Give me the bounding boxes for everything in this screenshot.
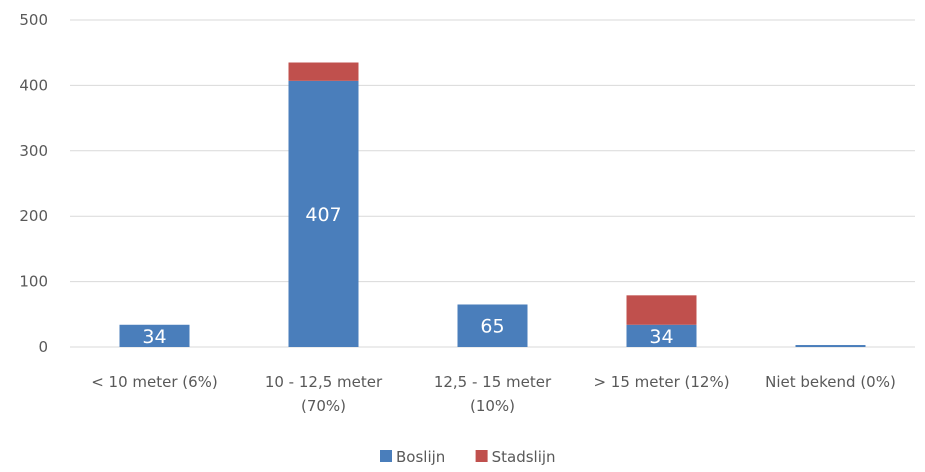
x-tick-label-2-1: (10%) bbox=[470, 397, 515, 415]
bar-boslijn-1 bbox=[288, 80, 359, 348]
bar-boslijn-3 bbox=[626, 324, 697, 347]
y-tick-label-200: 200 bbox=[19, 207, 48, 225]
x-tick-label-2-0: 12,5 - 15 meter bbox=[434, 373, 552, 391]
y-tick-label-100: 100 bbox=[19, 273, 48, 291]
y-tick-label-500: 500 bbox=[19, 11, 48, 29]
y-tick-label-400: 400 bbox=[19, 76, 48, 94]
legend-swatch-boslijn bbox=[380, 450, 392, 462]
data-label-boslijn-1: 407 bbox=[305, 204, 341, 226]
x-tick-label-1-0: 10 - 12,5 meter bbox=[265, 373, 383, 391]
x-tick-label-0-0: < 10 meter (6%) bbox=[91, 373, 218, 391]
y-tick-label-300: 300 bbox=[19, 142, 48, 160]
bar-boslijn-4 bbox=[795, 345, 866, 347]
legend-label-stadslijn: Stadslijn bbox=[492, 448, 556, 466]
data-label-boslijn-0: 34 bbox=[142, 326, 166, 348]
bar-stadslijn-1 bbox=[288, 62, 359, 81]
bar-boslijn-0 bbox=[119, 324, 190, 347]
x-tick-label-1-1: (70%) bbox=[301, 397, 346, 415]
bar-stadslijn-3 bbox=[626, 295, 697, 325]
legend-swatch-stadslijn bbox=[475, 450, 488, 462]
y-tick-label-0: 0 bbox=[38, 338, 48, 356]
x-tick-label-3-0: > 15 meter (12%) bbox=[593, 373, 729, 391]
data-label-boslijn-2: 65 bbox=[480, 316, 504, 338]
data-label-boslijn-3: 34 bbox=[649, 326, 673, 348]
legend-label-boslijn: Boslijn bbox=[396, 448, 445, 466]
bar-boslijn-2 bbox=[457, 304, 528, 347]
x-tick-label-4-0: Niet bekend (0%) bbox=[765, 373, 896, 391]
